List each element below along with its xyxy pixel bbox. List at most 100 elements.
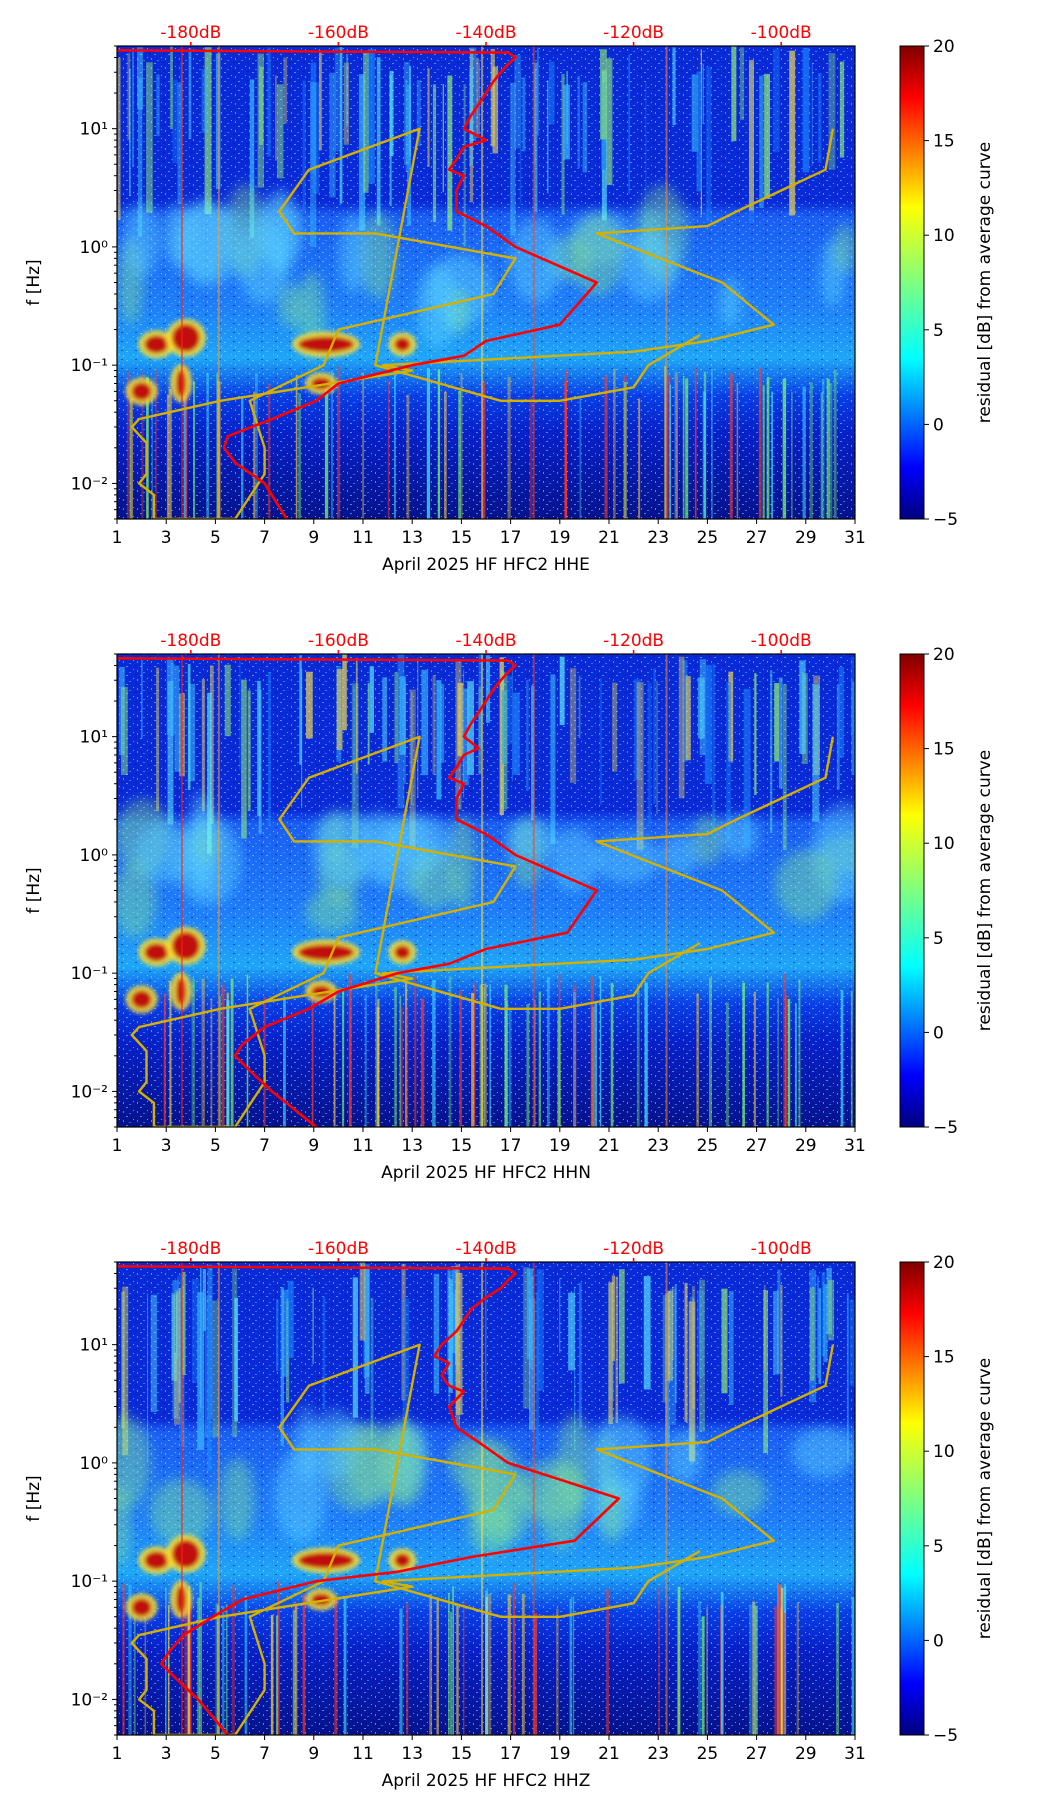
colorbar-tick-label: 10 [933,1442,955,1462]
heatmap-streak [529,396,533,519]
heatmap-stripe [563,84,570,160]
heatmap-streak [829,383,833,519]
heatmap-streak [538,991,542,1127]
heatmap-streak [777,1583,781,1735]
heatmap-streak [850,990,853,1127]
heatmap-streak [450,1611,452,1735]
hotspot-core [144,943,169,962]
mean-psd-curve [117,49,598,519]
heatmap-stripe [137,77,143,238]
colorbar-tick-label: 20 [933,645,955,665]
heatmap-stripe [179,1273,183,1441]
heatmap-stripe [546,80,549,194]
heatmap-stripe [457,682,463,757]
heatmap-stripe [382,677,388,762]
heatmap-stripe [467,681,474,776]
heatmap-stripe [322,1296,326,1410]
heatmap-streak [783,973,787,1127]
heatmap-streak [302,1594,306,1735]
heatmap-streak [572,1596,575,1735]
heatmap-streak [521,1593,525,1735]
heatmap-stripe [122,1286,129,1456]
heatmap-streak [216,373,219,519]
top-db-label: -140dB [455,23,516,43]
heatmap-stripe [416,80,421,147]
top-db-label: -180dB [160,23,221,43]
hotspot-core [298,1552,355,1569]
hotspot-core [394,945,411,960]
mean-psd-curve [117,657,598,1127]
heatmap-streak [675,372,678,519]
heatmap-streak [787,999,791,1127]
colorbar-gradient [899,653,925,1128]
x-tick-label: 11 [352,1136,374,1156]
top-db-label: -160dB [308,23,369,43]
heatmap-stripe [731,46,737,142]
heatmap-streak [742,982,745,1127]
heatmap-stripe [802,47,810,173]
heatmap-streak [785,994,787,1127]
heatmap-streak [166,394,169,519]
heatmap-streak [753,991,756,1127]
heatmap-streak [394,369,396,519]
heatmap-streak [489,984,491,1127]
x-tick-label: 9 [308,528,319,548]
x-axis-label: April 2025 HF HFC2 HHZ [382,1771,591,1791]
heatmap-stripe [402,1298,410,1468]
heatmap-streak [270,1614,274,1735]
heatmap-stripe [121,686,128,775]
heatmap-stripe [726,681,731,842]
x-tick-label: 21 [598,1744,620,1764]
heatmap-stripe [634,679,641,781]
x-tick-label: 13 [401,1136,423,1156]
y-axis-label: f [Hz] [24,259,44,305]
hotspot-core [171,323,200,352]
heatmap-stripe [522,77,526,152]
spectrogram-heatmap [117,654,855,1127]
heatmap-stripe [432,675,436,775]
y-tick-label: 10⁻² [71,1690,108,1710]
colorbar-gradient [899,1261,925,1736]
heatmap-glow-blob [692,814,723,866]
heatmap-stripe [849,1299,855,1386]
hotspot-core [131,382,152,401]
heatmap-streak [796,1602,800,1735]
heatmap-streak [405,1006,409,1127]
heatmap-stripe [721,1288,728,1394]
heatmap-streak [331,370,334,519]
heatmap-streak [225,1604,228,1735]
heatmap-streak [774,1606,778,1735]
heatmap-stripe [283,57,288,124]
heatmap-streak [459,989,462,1127]
heatmap-streak [206,372,210,519]
heatmap-glow-blob [549,828,599,892]
heatmap-stripe [599,678,602,806]
heatmap-streak [798,979,801,1127]
heatmap-stripe [403,62,410,165]
heatmap-streak [752,1602,756,1735]
heatmap-stripe [363,1264,370,1378]
heatmap-streak [826,378,830,519]
heatmap-stripe [696,71,702,192]
heatmap-stripe [399,676,406,755]
heatmap-stripe [763,1290,768,1454]
heatmap-streak [669,384,672,519]
top-db-label: -180dB [160,631,221,651]
heatmap-streak [294,1605,298,1735]
heatmap-stripe [334,47,340,152]
heatmap-stripe [280,1287,284,1446]
heatmap-streak [432,979,436,1127]
heatmap-stripe [706,66,712,222]
heatmap-streak [720,1591,724,1735]
heatmap-glow [117,790,855,938]
heatmap-glow-blob [791,1427,855,1478]
heatmap-stripe [691,74,699,152]
heatmap-stripe [813,675,821,776]
heatmap-streak [599,975,602,1127]
heatmap-streak [782,378,787,519]
heatmap-streak [771,391,773,519]
heatmap-streak [133,1614,136,1735]
heatmap-stripe [799,660,806,754]
heatmap-streak [154,369,157,519]
heatmap-streak [210,998,213,1127]
